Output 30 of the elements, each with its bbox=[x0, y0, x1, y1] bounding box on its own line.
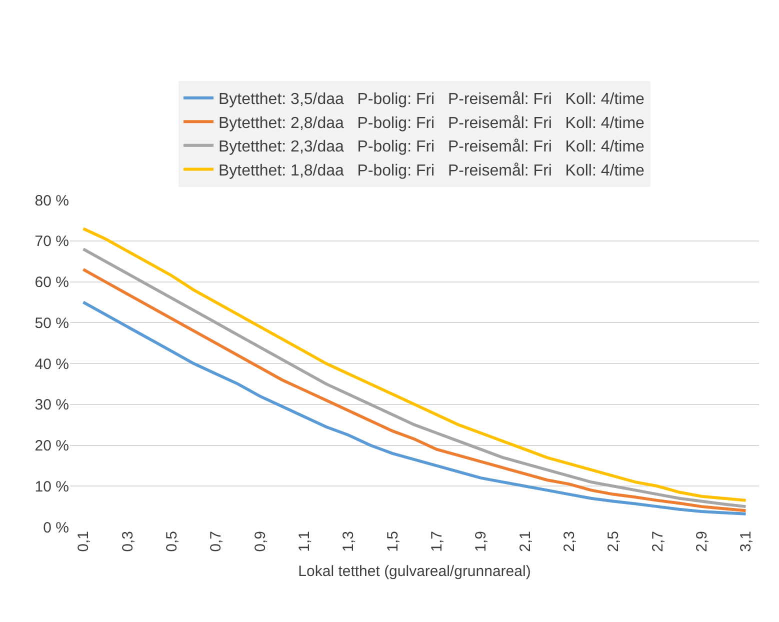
y-tick-label: 20 % bbox=[34, 438, 69, 454]
legend-label: Bytetthet: 2,3/daa P-bolig: Fri P-reisemål: Fri Koll: 4/time bbox=[218, 138, 645, 156]
x-tick-label: 2,9 bbox=[693, 531, 710, 552]
x-tick-label: 0,9 bbox=[252, 531, 269, 552]
x-tick-label: 1,9 bbox=[472, 531, 490, 552]
x-tick-label: 0,3 bbox=[119, 531, 136, 552]
y-tick-label: 40 % bbox=[34, 356, 69, 373]
legend-label: Bytetthet: 3,5/daa P-bolig: Fri P-reisemål: Fri Koll: 4/time bbox=[218, 91, 645, 108]
y-tick-label: 50 % bbox=[34, 314, 69, 332]
y-tick-label: 0 % bbox=[43, 519, 69, 536]
x-tick-label: 3,1 bbox=[738, 531, 755, 552]
x-tick-label: 2,7 bbox=[649, 531, 666, 552]
legend-label: Bytetthet: 2,8/daa P-bolig: Fri P-reisemål: Fri Koll: 4/time bbox=[218, 114, 645, 132]
x-tick-label: 1,3 bbox=[340, 531, 358, 552]
x-axis-title: Lokal tetthet (gulvareal/grunnareal) bbox=[298, 562, 531, 580]
y-tick-label: 10 % bbox=[34, 478, 69, 496]
x-tick-label: 1,1 bbox=[296, 531, 313, 552]
x-tick-label: 0,1 bbox=[75, 531, 92, 552]
y-tick-label: 70 % bbox=[34, 233, 69, 250]
y-tick-label: 80 % bbox=[34, 192, 69, 210]
x-tick-label: 1,5 bbox=[384, 531, 402, 552]
x-tick-label: 2,3 bbox=[560, 531, 578, 552]
x-tick-label: 0,7 bbox=[208, 531, 225, 552]
x-tick-label: 2,1 bbox=[516, 531, 534, 552]
y-tick-label: 60 % bbox=[34, 274, 69, 291]
legend-label: Bytetthet: 1,8/daa P-bolig: Fri P-reisemål: Fri Koll: 4/time bbox=[218, 162, 645, 180]
x-tick-label: 2,5 bbox=[605, 531, 622, 552]
y-tick-label: 30 % bbox=[34, 396, 69, 414]
x-tick-label: 1,7 bbox=[428, 531, 446, 552]
x-tick-label: 0,5 bbox=[163, 531, 180, 552]
